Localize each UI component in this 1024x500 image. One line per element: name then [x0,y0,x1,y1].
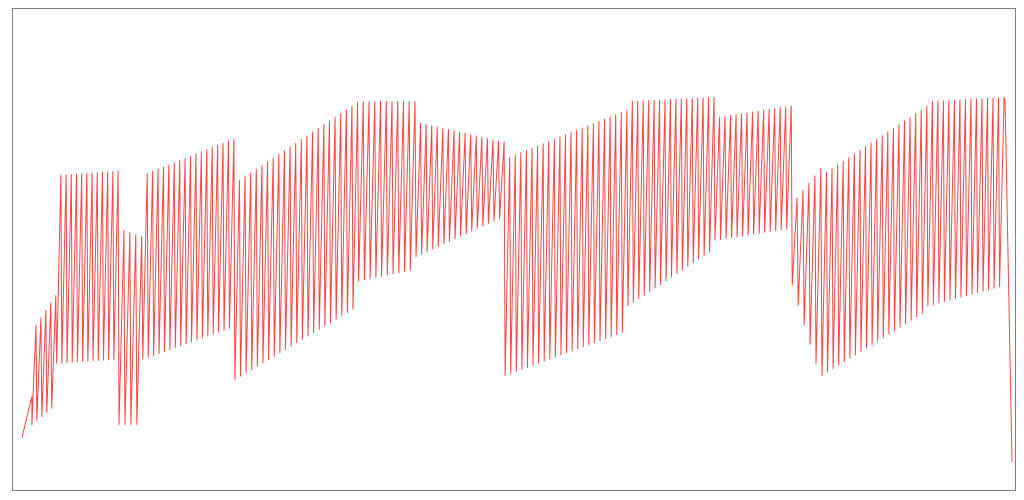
plot-area [12,8,1016,491]
series-group [21,97,1013,463]
plot-frame [12,8,1016,491]
series-line [21,97,1013,463]
